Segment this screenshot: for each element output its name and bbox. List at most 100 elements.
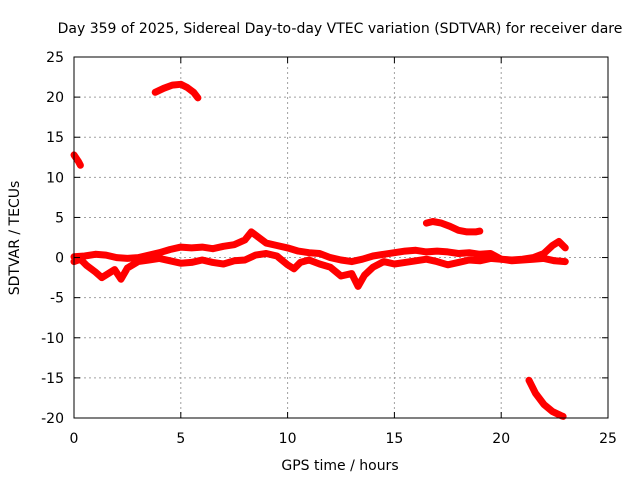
data-point	[429, 218, 436, 225]
chart-title: Day 359 of 2025, Sidereal Day-to-day VTE…	[58, 21, 623, 37]
data-point	[220, 260, 227, 267]
data-point	[77, 256, 84, 263]
data-point	[355, 283, 362, 290]
data-point	[284, 244, 291, 251]
data-point	[83, 262, 90, 269]
data-point	[359, 256, 366, 263]
x-tick-label: 0	[70, 431, 79, 447]
y-tick-label: -5	[50, 291, 64, 307]
data-point	[231, 257, 238, 264]
data-point	[199, 256, 206, 263]
data-point	[252, 252, 259, 259]
data-point	[169, 82, 176, 89]
data-point	[487, 255, 494, 262]
series-seg-b	[151, 80, 202, 102]
data-point	[444, 248, 451, 255]
data-point	[103, 252, 110, 259]
data-point	[98, 274, 105, 281]
y-tick-label: -15	[41, 371, 64, 387]
series-line	[422, 218, 484, 236]
data-point	[423, 256, 430, 263]
data-point	[145, 256, 152, 263]
data-point	[423, 220, 430, 227]
data-point	[444, 261, 451, 268]
y-axis-label: SDTVAR / TECUs	[7, 181, 23, 296]
data-point	[562, 244, 569, 251]
data-point	[190, 89, 197, 96]
data-point	[184, 84, 191, 91]
data-point	[241, 256, 248, 263]
data-point	[248, 228, 255, 235]
data-point	[434, 248, 441, 255]
data-point	[380, 251, 387, 258]
data-point	[209, 259, 216, 266]
data-point	[370, 252, 377, 259]
data-point	[273, 242, 280, 249]
data-point	[194, 94, 201, 101]
x-tick-label: 25	[599, 431, 617, 447]
x-tick-label: 10	[279, 431, 297, 447]
data-point	[241, 236, 248, 243]
data-point	[295, 248, 302, 255]
data-point	[438, 220, 445, 227]
data-point	[434, 258, 441, 265]
data-point	[555, 238, 562, 245]
data-point	[297, 259, 304, 266]
data-point	[92, 268, 99, 275]
data-point	[562, 258, 569, 265]
data-point	[446, 223, 453, 230]
data-point	[551, 257, 558, 264]
data-point	[391, 249, 398, 256]
y-tick-label: 5	[55, 210, 64, 226]
data-point	[338, 273, 344, 280]
x-tick-label: 15	[385, 431, 403, 447]
tick-layer: 0 5 10 15 20 25 25 20 15 10 5 0 -5 -10 -15 -20	[41, 50, 617, 447]
data-point	[549, 408, 556, 415]
data-point	[455, 250, 462, 257]
data-point	[316, 260, 323, 267]
data-point	[152, 89, 159, 96]
series-line	[151, 80, 202, 102]
data-point	[177, 244, 184, 251]
data-point	[75, 158, 82, 165]
data-point	[117, 276, 124, 283]
data-point	[466, 256, 473, 263]
data-point	[348, 270, 355, 277]
series-line	[70, 151, 84, 169]
data-point	[231, 241, 238, 248]
data-point	[338, 256, 344, 263]
data-point	[391, 260, 398, 267]
data-point	[167, 246, 174, 253]
data-point	[316, 250, 323, 257]
y-tick-label: 0	[55, 251, 64, 267]
grid-layer	[74, 57, 608, 418]
data-point	[498, 256, 505, 263]
data-point	[305, 249, 312, 256]
data-point	[156, 255, 163, 262]
series-layer	[70, 80, 569, 420]
data-point	[177, 81, 184, 88]
x-axis-label: GPS time / hours	[281, 458, 398, 474]
data-point	[412, 247, 419, 254]
data-point	[111, 266, 118, 273]
series-main-lower	[70, 250, 569, 290]
data-point	[370, 264, 377, 271]
data-point	[361, 272, 368, 279]
data-point	[423, 248, 430, 255]
data-point	[540, 255, 547, 262]
x-tick-label: 20	[492, 431, 510, 447]
series-line	[70, 250, 569, 290]
series-seg-a	[70, 151, 84, 169]
data-point	[540, 401, 547, 408]
data-point	[549, 242, 556, 249]
data-point	[188, 244, 195, 251]
data-point	[77, 162, 84, 169]
data-point	[156, 249, 163, 256]
data-point	[464, 228, 471, 235]
data-point	[220, 243, 227, 250]
y-tick-label: 10	[46, 170, 64, 186]
data-point	[519, 256, 526, 263]
data-point	[455, 227, 462, 234]
data-point	[380, 258, 387, 265]
